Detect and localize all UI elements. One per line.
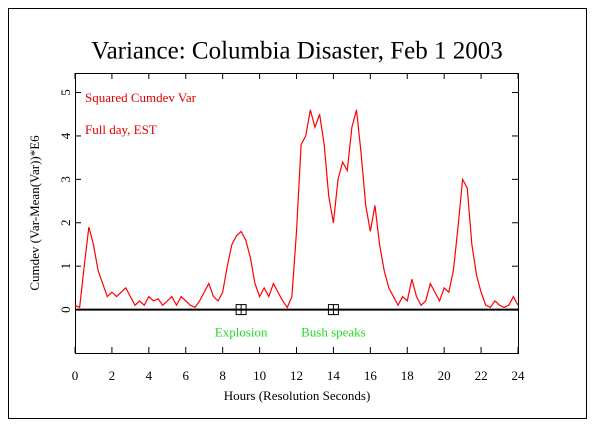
y-tick-label: 2 xyxy=(58,220,73,227)
x-tick-label: 24 xyxy=(512,368,526,383)
x-tick-label: 8 xyxy=(219,368,226,383)
y-tick-label: 0 xyxy=(58,306,73,313)
y-tick-label: 5 xyxy=(58,89,73,96)
data-line xyxy=(74,109,519,309)
y-tick-label: 1 xyxy=(58,263,73,270)
x-tick-label: 12 xyxy=(290,368,303,383)
annotation: Squared Cumdev Var xyxy=(85,90,197,105)
annotation: Full day, EST xyxy=(85,122,157,137)
x-axis-label: Hours (Resolution Seconds) xyxy=(224,388,371,403)
x-tick-label: 20 xyxy=(438,368,451,383)
y-tick-label: 3 xyxy=(58,176,73,183)
event-label: Bush speaks xyxy=(301,325,366,340)
x-tick-label: 2 xyxy=(109,368,116,383)
x-tick-label: 18 xyxy=(401,368,414,383)
y-tick-label: 4 xyxy=(58,132,73,139)
x-tick-label: 22 xyxy=(475,368,488,383)
x-tick-label: 10 xyxy=(253,368,266,383)
event-label: Explosion xyxy=(215,325,268,340)
x-tick-label: 14 xyxy=(327,368,341,383)
y-axis-label: Cumdev (Var-Mean(Var))*E6 xyxy=(27,135,42,291)
x-tick-label: 4 xyxy=(146,368,153,383)
x-tick-label: 16 xyxy=(364,368,378,383)
x-tick-label: 0 xyxy=(72,368,79,383)
frame xyxy=(8,8,587,419)
x-tick-label: 6 xyxy=(183,368,190,383)
chart-title: Variance: Columbia Disaster, Feb 1 2003 xyxy=(91,38,502,65)
